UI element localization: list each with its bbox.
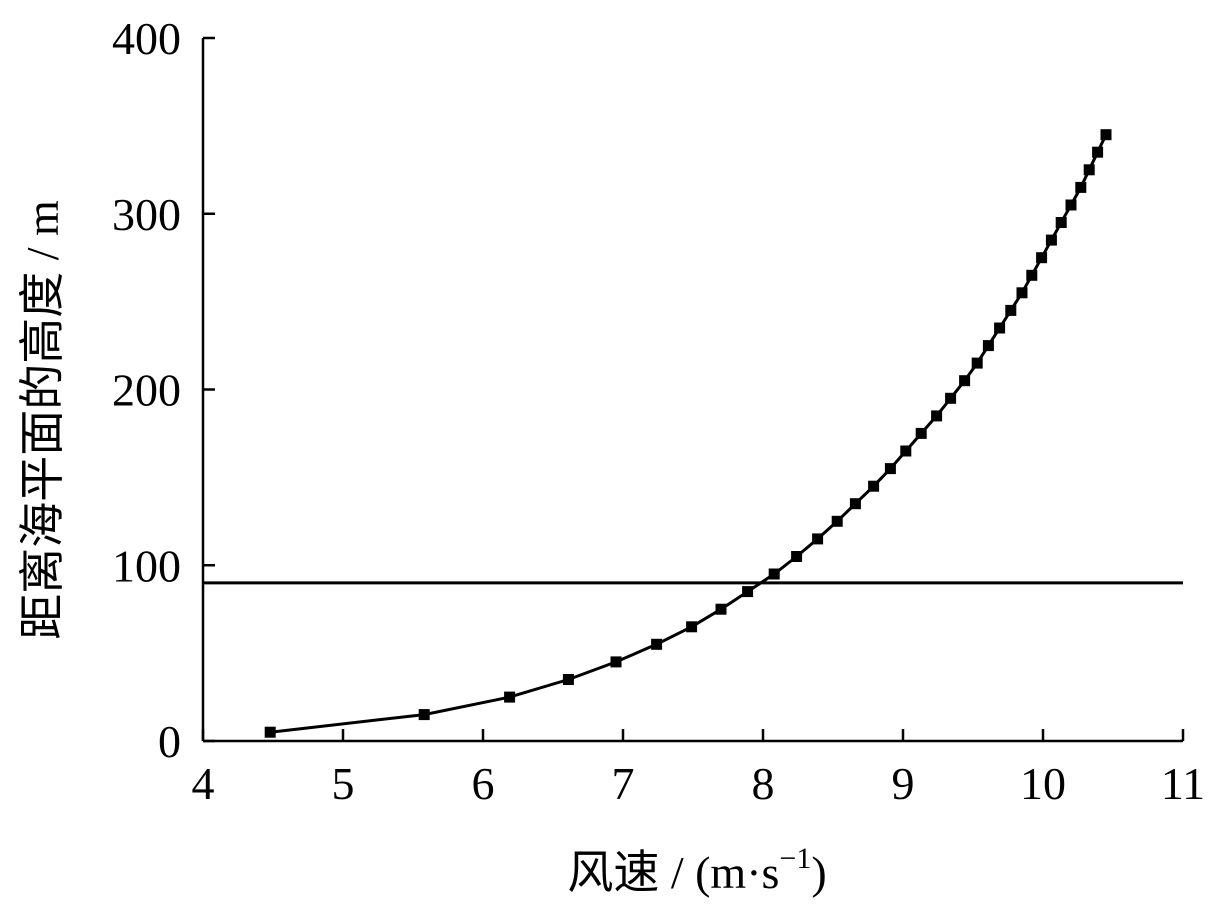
x-tick-label: 8: [752, 758, 775, 809]
data-point: [1100, 129, 1112, 141]
data-point: [1075, 181, 1087, 193]
axes: [201, 38, 1183, 743]
data-point: [651, 638, 663, 650]
data-point: [1026, 269, 1038, 281]
x-axis-title: 风速 / (m·s−1): [567, 842, 826, 898]
data-point: [931, 410, 943, 422]
y-tick-label: 100: [112, 540, 181, 591]
data-point: [900, 445, 912, 457]
x-tick-label: 11: [1161, 758, 1205, 809]
y-axis-title: 距离海平面的高度 / m: [17, 200, 68, 640]
data-point: [1092, 146, 1104, 158]
data-point: [768, 568, 780, 580]
series-line: [270, 134, 1108, 734]
data-point: [1036, 252, 1048, 264]
y-tick-label: 0: [158, 716, 181, 767]
x-axis-title-close: ): [811, 847, 826, 898]
data-point: [264, 726, 276, 738]
data-point: [849, 498, 861, 510]
data-point: [982, 340, 994, 352]
data-point: [1045, 234, 1057, 246]
x-ticks: 4 5 6 7 8 9 10 11: [192, 729, 1205, 809]
data-point: [1016, 287, 1028, 299]
x-tick-label: 9: [892, 758, 915, 809]
x-tick-label: 7: [612, 758, 635, 809]
y-tick-label: 200: [112, 365, 181, 416]
data-point: [418, 709, 430, 721]
data-point: [812, 533, 824, 545]
data-point: [959, 375, 971, 387]
data-point: [1005, 304, 1017, 316]
data-point: [715, 603, 727, 615]
x-tick-label: 5: [332, 758, 355, 809]
data-point: [1065, 199, 1077, 211]
data-point: [915, 427, 927, 439]
x-axis-title-superscript: −1: [779, 842, 811, 875]
data-point: [562, 674, 574, 685]
x-tick-label: 10: [1020, 758, 1066, 809]
data-point: [971, 357, 983, 369]
x-axis-title-text: 风速 / (m·s: [567, 847, 779, 898]
data-point: [945, 392, 957, 404]
data-point: [610, 656, 622, 668]
series-markers: [264, 129, 1112, 738]
data-point: [1083, 164, 1095, 176]
data-point: [504, 691, 516, 703]
data-point: [868, 480, 880, 492]
data-point: [791, 551, 803, 562]
y-ticks: 0 100 200 300 400: [112, 13, 215, 767]
data-point: [686, 621, 698, 633]
data-point: [742, 586, 754, 598]
data-point: [1055, 217, 1067, 228]
x-tick-label: 4: [192, 758, 215, 809]
data-point: [884, 463, 896, 475]
y-tick-label: 300: [112, 189, 181, 240]
y-tick-label: 400: [112, 13, 181, 64]
data-point: [831, 515, 843, 527]
x-tick-label: 6: [472, 758, 495, 809]
data-point: [994, 322, 1006, 334]
